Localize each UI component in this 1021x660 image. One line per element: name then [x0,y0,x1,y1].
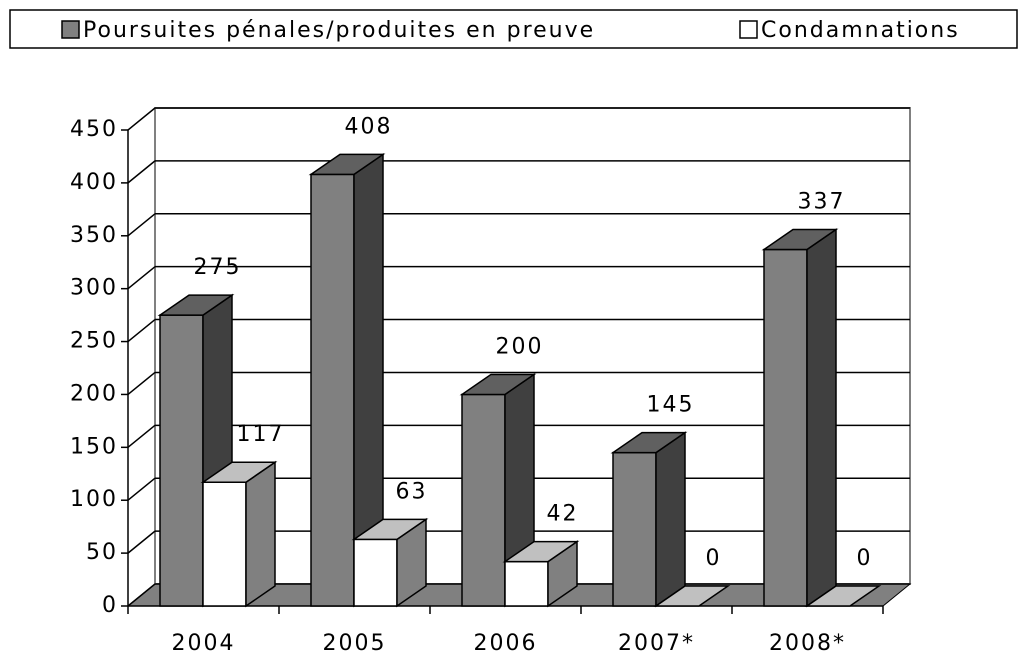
bar-top [200,461,278,483]
value-label: 42 [547,502,579,527]
y-tick-label: 100 [70,487,118,512]
y-tick-label: 450 [70,117,118,142]
bar-front [310,173,355,607]
bar-front [612,451,657,607]
bar [610,431,688,608]
bar-top [804,585,882,607]
y-tick-label: 150 [70,434,118,459]
value-label: 408 [345,114,393,139]
grid-line [127,318,156,343]
y-tick-label: 200 [70,381,118,406]
grid-line [127,107,156,131]
value-label: 0 [706,546,722,571]
bar-top [157,294,235,316]
bar-front [159,314,204,607]
legend-label: Poursuites pénales/produites en preuve [83,18,595,43]
x-tick-label: 2008* [769,631,846,656]
grid-line [127,477,156,501]
value-label: 145 [647,393,695,418]
bar-side [806,228,837,608]
bar-top [502,540,580,563]
bar [459,373,537,608]
grid-line [127,213,156,237]
bar-top [761,228,839,251]
grid-line [127,424,156,448]
bar-top [610,431,688,454]
value-label: 200 [496,334,544,359]
value-label: 63 [396,479,428,504]
bar-front [504,560,549,607]
grid-line [127,160,156,184]
bar [308,152,386,608]
bar [761,228,839,608]
y-tick-label: 400 [70,170,118,195]
bar-front [353,538,398,607]
grid-line [127,371,156,396]
bar [804,585,882,607]
bar [351,517,429,608]
grid-line [127,583,156,607]
grid-line [127,266,156,290]
value-label: 117 [237,422,285,447]
bar [653,585,731,607]
value-label: 275 [194,255,242,280]
y-tick-label: 0 [102,593,118,618]
bar-front [763,248,808,607]
x-tick-label: 2007* [618,631,695,656]
value-label: 337 [798,190,846,215]
legend-box [9,9,1018,49]
bar [200,460,278,608]
legend-swatch [739,20,758,39]
bar-top [653,585,731,607]
bar-side [245,460,276,608]
bar-front [202,481,247,607]
y-tick-label: 250 [70,329,118,354]
x-tick-label: 2005 [323,631,387,656]
y-tick-label: 50 [86,540,118,565]
legend-label: Condamnations [761,18,960,43]
bar-side [655,431,686,608]
x-tick-label: 2004 [172,631,236,656]
bar [502,540,580,608]
legend-swatch [61,20,80,39]
y-tick-label: 350 [70,223,118,248]
bar-front [461,393,506,607]
x-tick-label: 2006 [474,631,538,656]
bar-top [351,518,429,541]
y-tick-label: 300 [70,276,118,301]
bar-top [459,373,537,396]
bar-top [308,153,386,176]
grid-line [127,530,156,554]
value-label: 0 [857,546,873,571]
